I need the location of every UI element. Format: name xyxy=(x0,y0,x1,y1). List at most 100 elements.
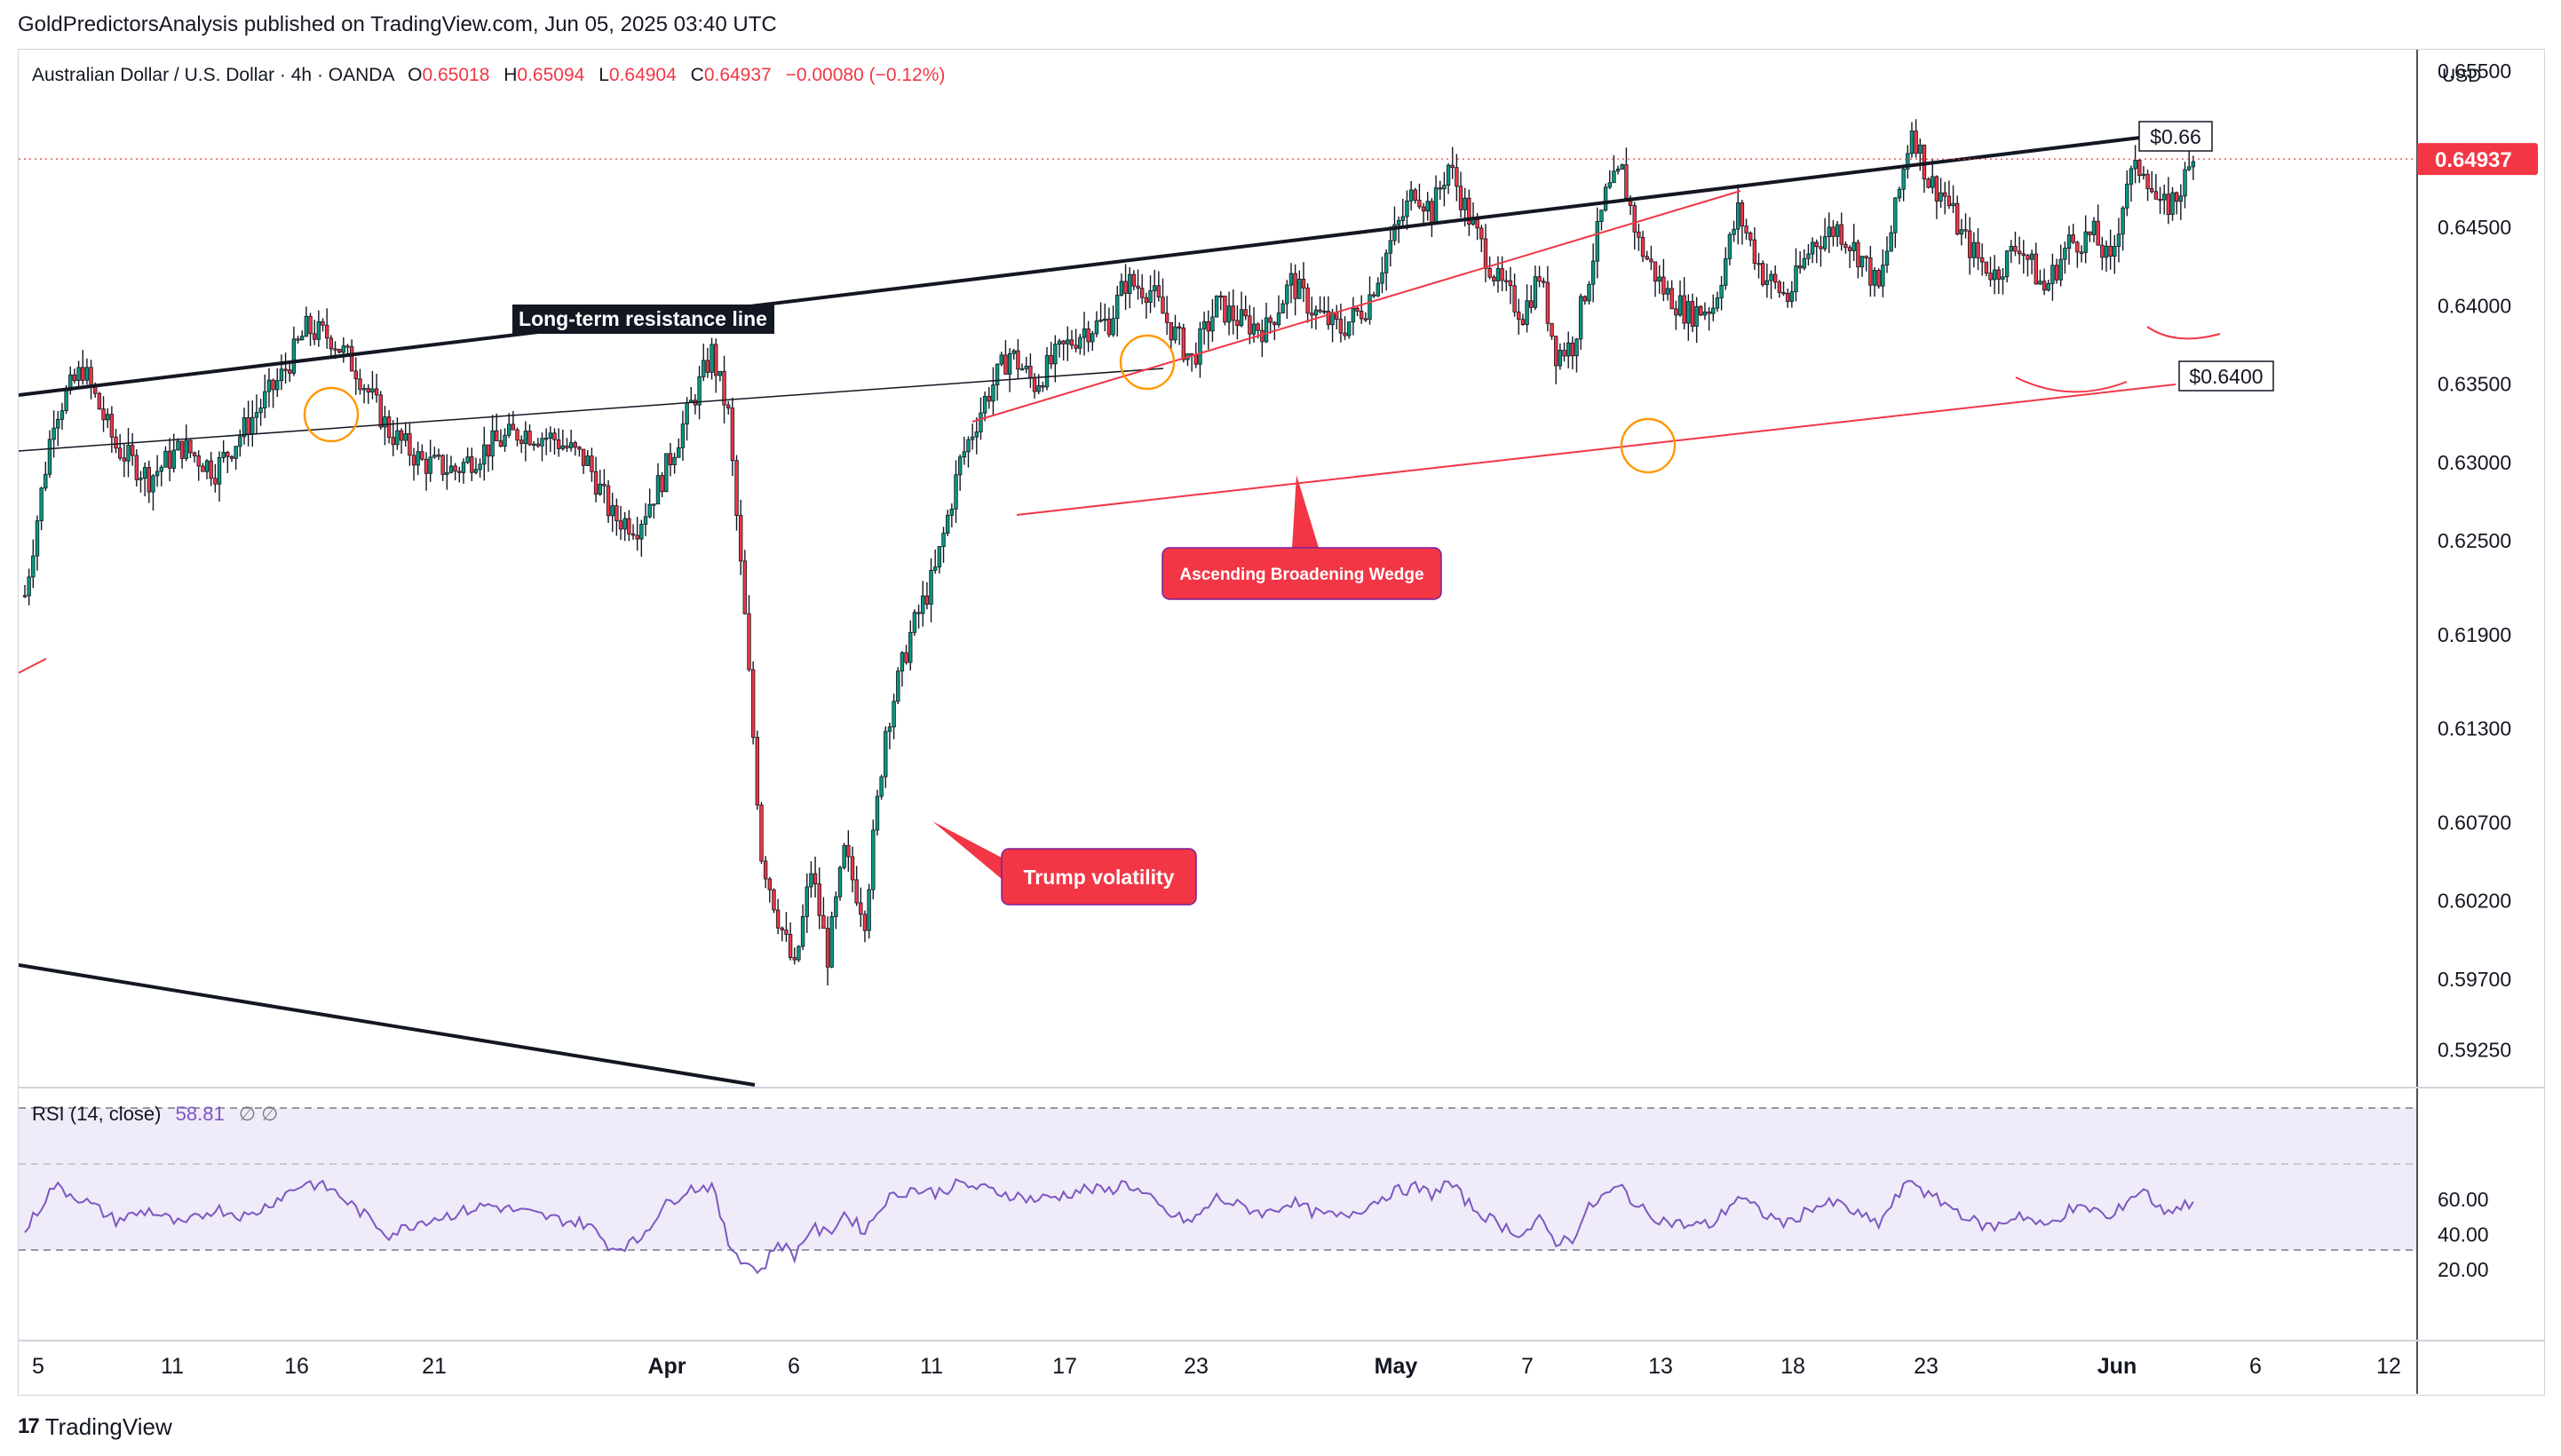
candle-up[interactable] xyxy=(697,376,702,406)
candle-up[interactable] xyxy=(1400,216,1405,221)
candle-up[interactable] xyxy=(59,410,65,420)
candle-up[interactable] xyxy=(482,444,487,465)
candle-up[interactable] xyxy=(461,462,466,473)
candle-up[interactable] xyxy=(2050,265,2055,284)
candle-down[interactable] xyxy=(1963,229,1968,232)
candle-down[interactable] xyxy=(1831,226,1836,237)
candle-down[interactable] xyxy=(1984,261,1989,274)
candle-down[interactable] xyxy=(470,456,474,473)
candle-down[interactable] xyxy=(1343,332,1347,336)
candle-down[interactable] xyxy=(1223,296,1227,323)
candle-down[interactable] xyxy=(2158,198,2162,202)
candle-down[interactable] xyxy=(2150,188,2154,193)
candle-down[interactable] xyxy=(821,914,826,930)
candle-down[interactable] xyxy=(1136,285,1140,289)
candle-down[interactable] xyxy=(1028,365,1033,378)
candle-down[interactable] xyxy=(1479,227,1484,240)
candle-down[interactable] xyxy=(498,440,503,447)
candle-down[interactable] xyxy=(1273,321,1277,326)
candle-down[interactable] xyxy=(775,909,781,929)
candle-down[interactable] xyxy=(1682,295,1686,324)
candle-up[interactable] xyxy=(31,555,36,578)
candle-down[interactable] xyxy=(1843,243,1848,249)
candle-up[interactable] xyxy=(1442,185,1447,190)
candle-down[interactable] xyxy=(1161,297,1165,314)
candle-down[interactable] xyxy=(2017,250,2022,255)
candle-down[interactable] xyxy=(1856,241,1860,268)
candle-up[interactable] xyxy=(543,438,549,440)
candle-up[interactable] xyxy=(1909,131,1915,154)
candle-up[interactable] xyxy=(797,946,801,961)
candle-up[interactable] xyxy=(250,416,255,435)
candle-down[interactable] xyxy=(759,804,764,862)
candle-down[interactable] xyxy=(635,534,639,540)
candle-up[interactable] xyxy=(523,431,528,444)
candle-down[interactable] xyxy=(2079,251,2084,254)
candle-up[interactable] xyxy=(1951,202,1955,207)
candle-up[interactable] xyxy=(1446,164,1451,186)
candle-down[interactable] xyxy=(730,408,735,462)
candle-up[interactable] xyxy=(1881,265,1885,287)
candle-up[interactable] xyxy=(361,388,367,391)
candle-down[interactable] xyxy=(1500,268,1504,281)
candle-down[interactable] xyxy=(1661,276,1666,295)
candle-down[interactable] xyxy=(747,613,751,670)
candle-up[interactable] xyxy=(395,430,400,446)
candle-up[interactable] xyxy=(1906,153,1910,170)
candle-up[interactable] xyxy=(507,423,511,436)
candle-down[interactable] xyxy=(366,388,370,393)
candle-down[interactable] xyxy=(97,392,102,410)
candle-down[interactable] xyxy=(1164,313,1169,323)
candle-up[interactable] xyxy=(2046,282,2050,291)
candle-down[interactable] xyxy=(1748,232,1753,241)
candle-down[interactable] xyxy=(722,370,726,406)
candle-down[interactable] xyxy=(742,560,748,614)
candle-up[interactable] xyxy=(47,439,52,475)
candle-up[interactable] xyxy=(300,336,305,341)
candle-up[interactable] xyxy=(56,418,60,429)
candle-down[interactable] xyxy=(1235,320,1240,327)
candle-down[interactable] xyxy=(324,324,329,339)
wedge-upper-line[interactable] xyxy=(971,190,1741,423)
candle-up[interactable] xyxy=(84,367,90,381)
candle-down[interactable] xyxy=(627,518,631,534)
candle-up[interactable] xyxy=(966,439,971,453)
candle-up[interactable] xyxy=(999,354,1003,365)
candle-up[interactable] xyxy=(1822,236,1828,249)
candle-down[interactable] xyxy=(846,844,851,858)
candle-up[interactable] xyxy=(548,432,553,439)
candle-up[interactable] xyxy=(949,508,955,516)
candle-up[interactable] xyxy=(896,670,900,702)
candle-down[interactable] xyxy=(374,388,379,396)
candle-up[interactable] xyxy=(1794,265,1798,293)
candle-down[interactable] xyxy=(1475,219,1479,229)
candle-up[interactable] xyxy=(1007,352,1012,375)
candle-down[interactable] xyxy=(424,458,429,474)
candle-up[interactable] xyxy=(106,414,110,421)
candle-down[interactable] xyxy=(391,437,395,446)
candle-up[interactable] xyxy=(465,456,470,463)
candle-down[interactable] xyxy=(386,416,392,439)
candle-up[interactable] xyxy=(1152,285,1157,291)
candle-down[interactable] xyxy=(2108,245,2113,257)
candle-up[interactable] xyxy=(1612,170,1616,184)
candle-up[interactable] xyxy=(2162,194,2167,201)
candle-down[interactable] xyxy=(1517,311,1521,320)
candle-up[interactable] xyxy=(2104,245,2109,258)
candle-down[interactable] xyxy=(1144,297,1149,303)
candle-down[interactable] xyxy=(1967,230,1972,258)
candle-down[interactable] xyxy=(924,595,930,605)
candle-up[interactable] xyxy=(598,483,602,495)
candle-down[interactable] xyxy=(2013,246,2018,252)
candle-down[interactable] xyxy=(755,737,760,806)
candle-down[interactable] xyxy=(904,652,908,663)
candle-down[interactable] xyxy=(1458,186,1463,210)
candle-up[interactable] xyxy=(1769,273,1773,281)
candle-down[interactable] xyxy=(1355,307,1360,312)
candle-up[interactable] xyxy=(1802,257,1806,269)
candle-up[interactable] xyxy=(490,430,495,457)
candle-down[interactable] xyxy=(130,445,135,456)
candle-up[interactable] xyxy=(1082,328,1087,338)
candle-up[interactable] xyxy=(279,368,284,382)
candle-down[interactable] xyxy=(201,465,205,472)
